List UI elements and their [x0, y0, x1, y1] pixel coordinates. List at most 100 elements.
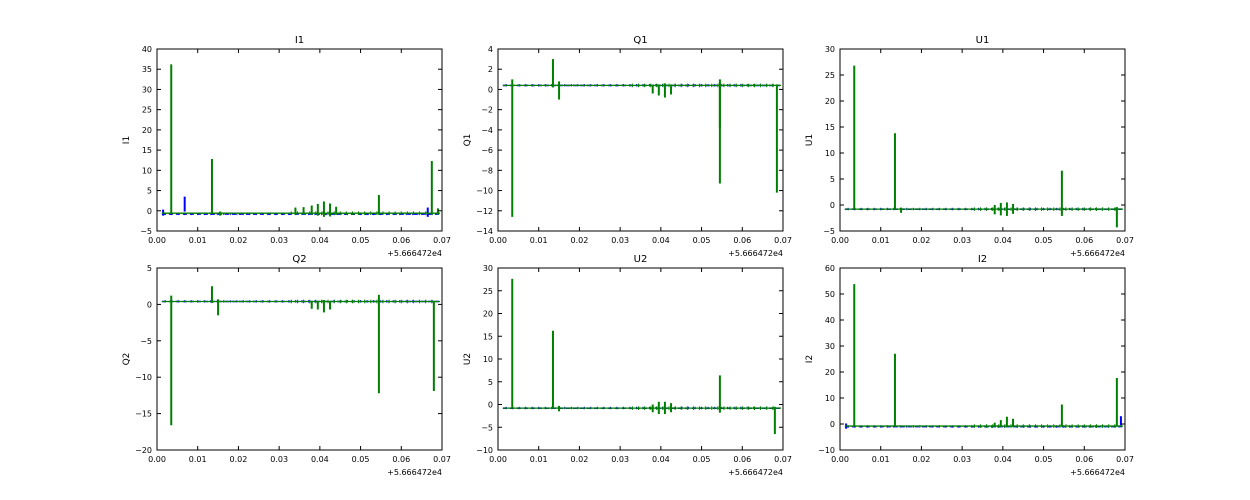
y-tick-label: 20	[825, 368, 835, 377]
subplot-title: Q2	[292, 254, 306, 265]
x-tick-label: 0.06	[392, 236, 410, 245]
x-tick-label: 0.01	[530, 455, 548, 464]
series-B	[161, 286, 440, 426]
y-tick-label: −6	[481, 146, 493, 155]
y-tick-label: 5	[147, 187, 152, 196]
y-tick-label: 15	[483, 332, 493, 341]
plot-area	[161, 64, 440, 217]
y-tick-label: 20	[483, 310, 493, 319]
y-tick-label: 50	[825, 290, 835, 299]
y-axis-label: I2	[805, 355, 815, 363]
y-tick-label: 25	[483, 287, 493, 296]
y-tick-label: 30	[483, 264, 493, 273]
y-tick-label: 5	[830, 175, 835, 184]
y-axis-label: Q1	[463, 134, 473, 147]
subplot-i1: 0.00 0.01 0.02 0.03 0.04 0.05 0.06 0.07 −5 0 5 10 15…	[122, 35, 451, 258]
x-tick-label: 0.03	[953, 236, 971, 245]
y-tick-label: −10	[818, 446, 835, 455]
y-tick-label: 30	[825, 342, 835, 351]
x-tick-label: 0.07	[433, 236, 451, 245]
y-tick-label: −5	[481, 423, 493, 432]
plot-area	[844, 284, 1123, 429]
x-tick-label: 0.05	[693, 236, 711, 245]
y-tick-label: 10	[825, 394, 835, 403]
x-tick-label: 0.07	[1116, 236, 1134, 245]
y-tick-label: −10	[135, 373, 152, 382]
subplot-q1: 0.00 0.01 0.02 0.03 0.04 0.05 0.06 0.07 −14 −12 −1…	[463, 35, 792, 258]
x-tick-label: 0.07	[774, 455, 792, 464]
subplot-title: U2	[634, 254, 648, 265]
y-tick-label: 20	[142, 126, 152, 135]
x-tick-label: 0.03	[270, 455, 288, 464]
y-tick-label: −2	[481, 106, 493, 115]
y-tick-label: 2	[488, 65, 493, 74]
x-tick-label: 0.06	[733, 455, 751, 464]
x-tick-label: 0.04	[994, 455, 1012, 464]
y-tick-label: 5	[488, 378, 493, 387]
x-tick-label: 0.04	[994, 236, 1012, 245]
x-tick-label: 0.02	[571, 455, 589, 464]
y-tick-label: 25	[142, 106, 152, 115]
x-tick-label: 0.01	[872, 455, 890, 464]
y-tick-label: −12	[476, 207, 493, 216]
plot-area	[502, 59, 781, 217]
axes-frame	[497, 267, 784, 451]
axes-frame	[156, 48, 443, 232]
x-tick-label: 0.02	[571, 236, 589, 245]
x-tick-label: 0.03	[270, 236, 288, 245]
x-tick-label: 0.07	[433, 455, 451, 464]
y-tick-label: 30	[142, 85, 152, 94]
x-tick-label: 0.05	[1035, 236, 1053, 245]
x-tick-label: 0.03	[611, 455, 629, 464]
series-B	[502, 59, 781, 217]
x-tick-label: 0.06	[1075, 455, 1093, 464]
axes-frame	[497, 48, 784, 232]
x-tick-label: 0.05	[1035, 455, 1053, 464]
y-tick-label: 0	[147, 300, 152, 309]
y-tick-label: 30	[825, 45, 835, 54]
y-tick-label: −10	[476, 446, 493, 455]
x-tick-label: 0.02	[913, 236, 931, 245]
x-tick-label: 0.06	[1075, 236, 1093, 245]
axes-frame	[156, 267, 443, 451]
y-axis-label: U2	[463, 353, 473, 365]
y-axis-label: Q2	[122, 353, 132, 366]
y-tick-label: 0	[488, 401, 493, 410]
x-tick-label: 0.06	[733, 236, 751, 245]
x-tick-label: 0.01	[530, 236, 548, 245]
subplot-title: I2	[978, 254, 987, 265]
x-offset-label: +5.666472e4	[728, 249, 783, 258]
series-B	[161, 64, 440, 217]
y-tick-label: 40	[825, 316, 835, 325]
x-offset-label: +5.666472e4	[387, 249, 442, 258]
x-tick-label: 0.04	[311, 455, 329, 464]
y-tick-label: 0	[830, 420, 835, 429]
x-tick-label: 0.00	[831, 455, 849, 464]
plot-area	[844, 65, 1123, 228]
x-tick-label: 0.07	[774, 236, 792, 245]
series-B	[844, 284, 1123, 428]
y-tick-label: 0	[830, 201, 835, 210]
x-tick-label: 0.01	[189, 236, 207, 245]
x-tick-label: 0.04	[652, 455, 670, 464]
y-tick-label: −5	[823, 227, 835, 236]
y-tick-label: 10	[483, 355, 493, 364]
axes-frame	[839, 267, 1126, 451]
x-tick-label: 0.01	[189, 455, 207, 464]
y-tick-label: 25	[825, 71, 835, 80]
x-offset-label: +5.666472e4	[1070, 249, 1125, 258]
x-tick-label: 0.03	[953, 455, 971, 464]
y-tick-label: 15	[825, 123, 835, 132]
y-axis-label: U1	[805, 134, 815, 146]
series-A	[844, 416, 1123, 429]
y-tick-label: −8	[481, 166, 493, 175]
y-tick-label: 10	[825, 149, 835, 158]
subplot-q2: 0.00 0.01 0.02 0.03 0.04 0.05 0.06 0.07 −20 −15 −1…	[122, 254, 451, 477]
subplot-u1: 0.00 0.01 0.02 0.03 0.04 0.05 0.06 0.07 −5 0 5 10 15…	[805, 35, 1134, 258]
subplot-title: U1	[976, 35, 990, 46]
x-tick-label: 0.05	[352, 236, 370, 245]
series-B	[844, 65, 1123, 228]
y-tick-label: 15	[142, 146, 152, 155]
x-tick-label: 0.07	[1116, 455, 1134, 464]
